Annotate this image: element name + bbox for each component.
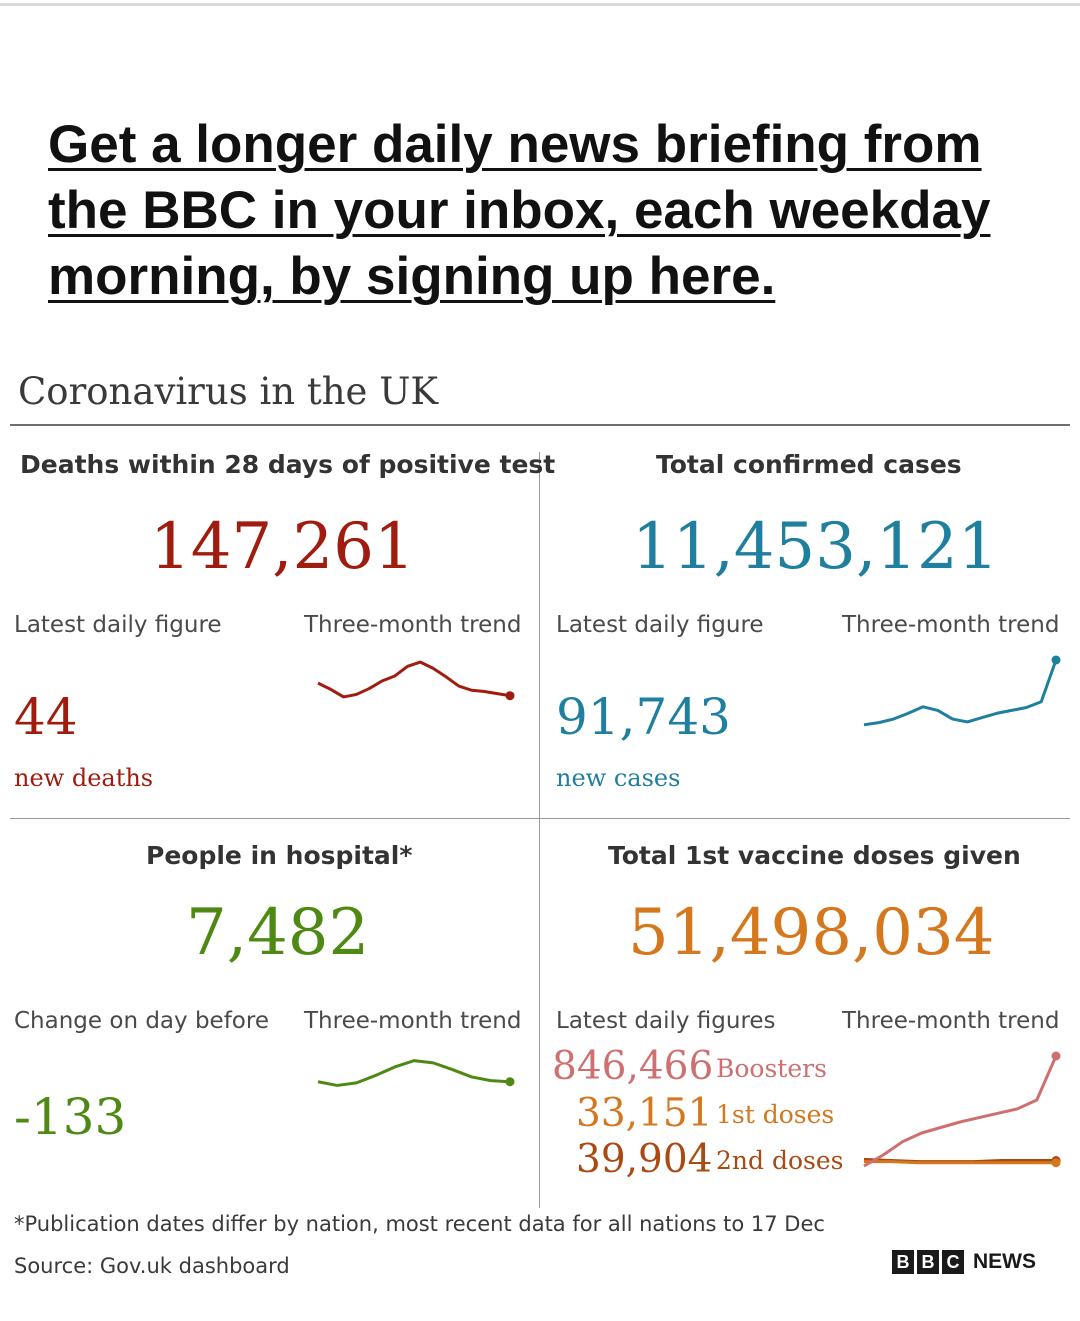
boosters-value: 846,466 [552,1044,714,1089]
boosters-trend-line [863,1055,1058,1168]
vaccine-sparkline [863,1051,1061,1168]
deaths-latest-unit: new deaths [14,764,154,792]
cases-latest-value: 91,743 [556,688,731,746]
logo-letter: C [942,1250,964,1274]
title-divider [10,424,1070,426]
deaths-latest-value: 44 [14,688,78,746]
deaths-trend-label: Three-month trend [304,612,522,638]
cases-latest-label: Latest daily figure [556,612,764,638]
cases-heading: Total confirmed cases [656,450,962,479]
hospital-trend-line [317,1059,511,1087]
cases-trend-line [863,659,1058,727]
logo-letter: B [917,1250,939,1274]
source-note: Source: Gov.uk dashboard [14,1254,290,1278]
first-doses-trend-end-point [1051,1158,1061,1168]
deaths-heading: Deaths within 28 days of positive test [20,450,556,479]
hospital-heading: People in hospital* [146,841,413,870]
vaccine-trend-label: Three-month trend [842,1008,1060,1034]
newsletter-signup-link[interactable]: Get a longer daily news briefing from th… [48,115,991,306]
vaccine-heading: Total 1st vaccine doses given [608,841,1021,870]
cases-trend-end-point [1051,655,1061,665]
top-divider [0,3,1080,6]
hospital-trend-end-point [505,1077,515,1087]
vaccine-total: 51,498,034 [628,896,995,970]
logo-news-text: NEWS [973,1250,1036,1273]
deaths-trend-line [317,660,511,699]
boosters-label: Boosters [716,1054,827,1083]
first-doses-trend-line [864,1160,1056,1165]
deaths-sparkline [317,660,515,701]
infographic-title: Coronavirus in the UK [18,370,439,413]
deaths-latest-label: Latest daily figure [14,612,222,638]
deaths-total: 147,261 [150,510,415,584]
logo-letter: B [892,1250,914,1274]
hospital-sparkline [317,1059,515,1087]
cases-latest-unit: new cases [556,764,681,792]
footnote: *Publication dates differ by nation, mos… [14,1212,825,1236]
bbc-news-logo: B B C NEWS [892,1250,1036,1274]
vertical-divider [539,452,540,1208]
first-doses-value: 33,151 [576,1091,713,1136]
hospital-trend-label: Three-month trend [304,1008,522,1034]
hospital-total: 7,482 [186,896,370,970]
boosters-trend-end-point [1051,1051,1061,1061]
deaths-trend-end-point [505,691,515,701]
cases-sparkline [863,655,1061,727]
first-doses-label: 1st doses [716,1100,835,1129]
cases-total: 11,453,121 [632,510,999,584]
horizontal-divider [10,818,1070,819]
second-doses-value: 39,904 [576,1137,713,1182]
vaccine-latest-label: Latest daily figures [556,1008,776,1034]
hospital-latest-value: -133 [14,1088,127,1146]
hospital-latest-label: Change on day before [14,1008,269,1034]
cases-trend-label: Three-month trend [842,612,1060,638]
second-doses-label: 2nd doses [716,1146,844,1175]
